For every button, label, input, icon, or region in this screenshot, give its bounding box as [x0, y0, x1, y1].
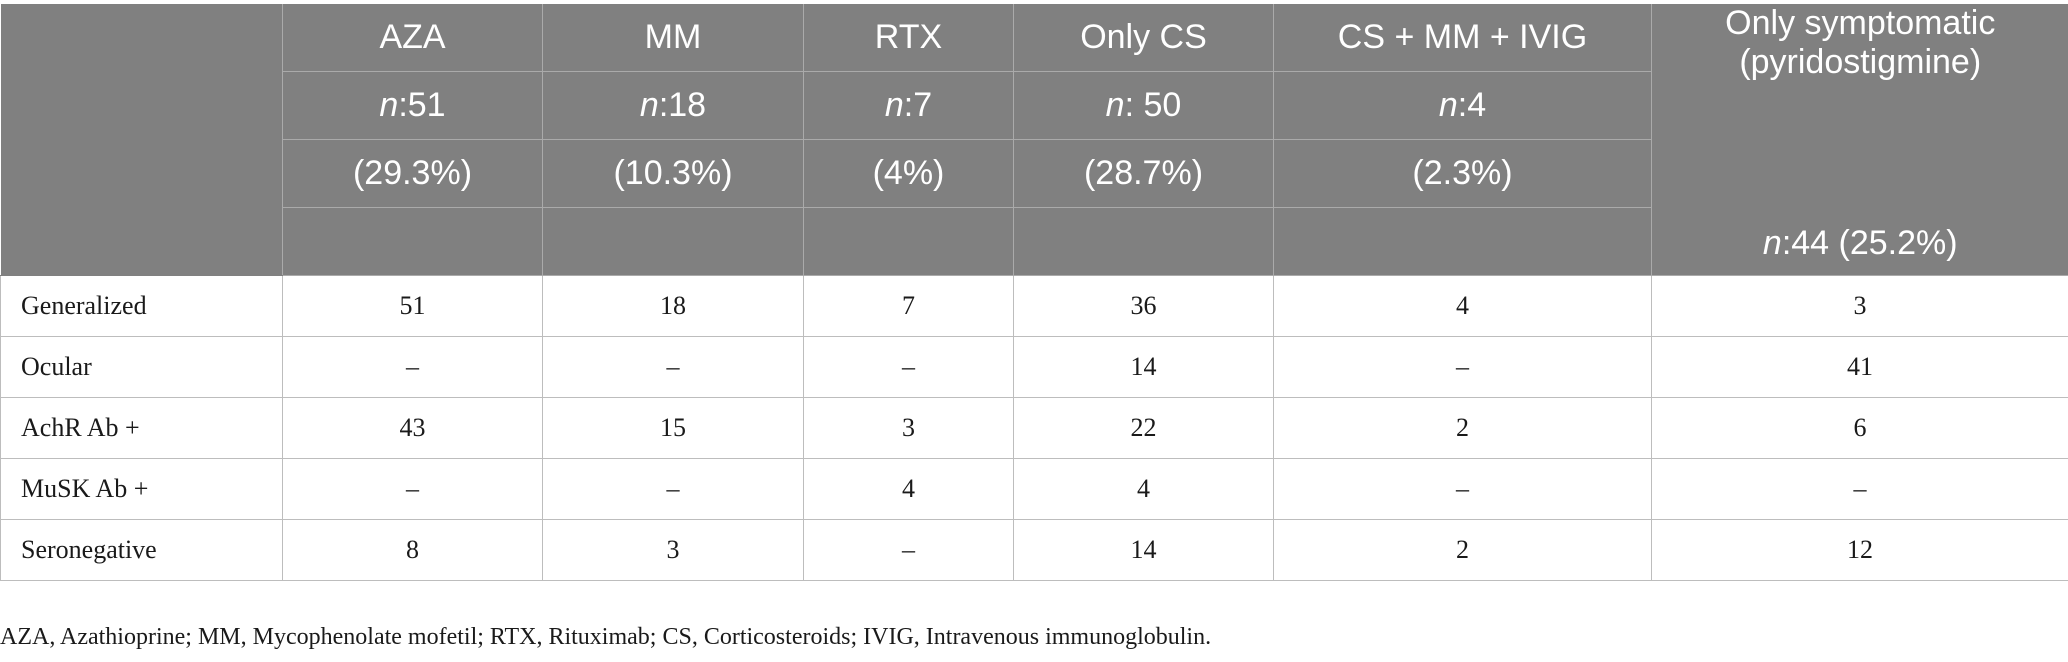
- pct-mm: (10.3%): [542, 139, 804, 208]
- n-symbol: n: [1105, 85, 1125, 124]
- blank-header-cell: [1273, 207, 1652, 276]
- n-symbol: n: [884, 85, 904, 124]
- table-cell: 14: [1013, 336, 1274, 398]
- treatment-table: AZA MM RTX Only CS CS + MM + IVIG Only s…: [0, 4, 2068, 581]
- table-cell: –: [803, 519, 1014, 581]
- row-label: Ocular: [0, 336, 283, 398]
- table-cell: 8: [282, 519, 543, 581]
- n-symbol: n: [639, 85, 659, 124]
- pct-rtx: (4%): [803, 139, 1014, 208]
- stub-header: [0, 4, 283, 276]
- header-row-pct: (29.3%) (10.3%) (4%) (28.7%) (2.3%): [1, 139, 2068, 208]
- n-value: 50: [1134, 85, 1182, 124]
- table-cell: 18: [542, 275, 804, 337]
- pct-cs-mm-ivig: (2.3%): [1273, 139, 1652, 208]
- row-label: Seronegative: [0, 519, 283, 581]
- table-cell: 15: [542, 397, 804, 459]
- table-footnote: AZA, Azathioprine; MM, Mycophenolate mof…: [0, 624, 1212, 650]
- n-value: 7: [913, 85, 933, 124]
- n-value: 18: [668, 85, 707, 124]
- n-value: 4: [1467, 85, 1487, 124]
- pct-only-cs: (28.7%): [1013, 139, 1274, 208]
- n-symbol: n: [1762, 223, 1782, 262]
- row-label: Generalized: [0, 275, 283, 337]
- table-cell: 4: [803, 458, 1014, 520]
- table-cell: 3: [1651, 275, 2068, 337]
- table-cell: 4: [1013, 458, 1274, 520]
- row-label: MuSK Ab +: [0, 458, 283, 520]
- table-cell: 14: [1013, 519, 1274, 581]
- col-header-only-symptomatic-line1: Only symptomatic: [1725, 3, 1996, 42]
- pct-aza: (29.3%): [282, 139, 543, 208]
- header-row-names: AZA MM RTX Only CS CS + MM + IVIG Only s…: [0, 4, 2068, 276]
- table-cell: –: [282, 458, 543, 520]
- n-value: 51: [407, 85, 446, 124]
- table-cell: –: [542, 458, 804, 520]
- n-symbol: n: [379, 85, 399, 124]
- table-cell: 51: [282, 275, 543, 337]
- n-rtx: n:7: [803, 71, 1014, 140]
- n-value: 44 (25.2%): [1791, 223, 1958, 262]
- table-cell: –: [1651, 458, 2068, 520]
- table-cell: –: [542, 336, 804, 398]
- blank-header-cell: [803, 207, 1014, 276]
- table-cell: 43: [282, 397, 543, 459]
- table-row: Seronegative 8 3 – 14 2 12: [0, 519, 2068, 581]
- header-row-blank: [1, 207, 2068, 276]
- col-header-only-cs: Only CS: [1013, 4, 1274, 72]
- n-aza: n:51: [282, 71, 543, 140]
- col-header-only-symptomatic-line2: (pyridostigmine): [1739, 42, 1982, 81]
- blank-header-cell: [1013, 207, 1274, 276]
- n-mm: n:18: [542, 71, 804, 140]
- table-cell: 22: [1013, 397, 1274, 459]
- col-header-mm: MM: [542, 4, 804, 72]
- table-cell: –: [282, 336, 543, 398]
- table-cell: 36: [1013, 275, 1274, 337]
- col-header-aza: AZA: [282, 4, 543, 72]
- n-cs-mm-ivig: n:4: [1273, 71, 1652, 140]
- table-cell: 3: [803, 397, 1014, 459]
- table-cell: –: [1273, 458, 1652, 520]
- col-header-only-symptomatic-n: n:44 (25.2%): [1762, 223, 1958, 262]
- table-cell: 2: [1273, 397, 1652, 459]
- table-cell: –: [1273, 336, 1652, 398]
- table-cell: 2: [1273, 519, 1652, 581]
- table-row: Generalized 51 18 7 36 4 3: [0, 275, 2068, 337]
- table-cell: –: [803, 336, 1014, 398]
- col-header-only-symptomatic: Only symptomatic (pyridostigmine) n:44 (…: [1651, 3, 2068, 276]
- table-cell: 4: [1273, 275, 1652, 337]
- table-cell: 7: [803, 275, 1014, 337]
- n-symbol: n: [1438, 85, 1458, 124]
- blank-header-cell: [542, 207, 804, 276]
- table-cell: 3: [542, 519, 804, 581]
- table-row: MuSK Ab + – – 4 4 – –: [0, 458, 2068, 520]
- col-header-cs-mm-ivig: CS + MM + IVIG: [1273, 4, 1652, 72]
- table-cell: 41: [1651, 336, 2068, 398]
- table-row: AchR Ab + 43 15 3 22 2 6: [0, 397, 2068, 459]
- n-only-cs: n: 50: [1013, 71, 1274, 140]
- row-label: AchR Ab +: [0, 397, 283, 459]
- blank-header-cell: [282, 207, 543, 276]
- header-row-n: n:51 n:18 n:7 n: 50 n:4: [1, 71, 2068, 140]
- col-header-rtx: RTX: [803, 4, 1014, 72]
- table-row: Ocular – – – 14 – 41: [0, 336, 2068, 398]
- table-cell: 6: [1651, 397, 2068, 459]
- table-cell: 12: [1651, 519, 2068, 581]
